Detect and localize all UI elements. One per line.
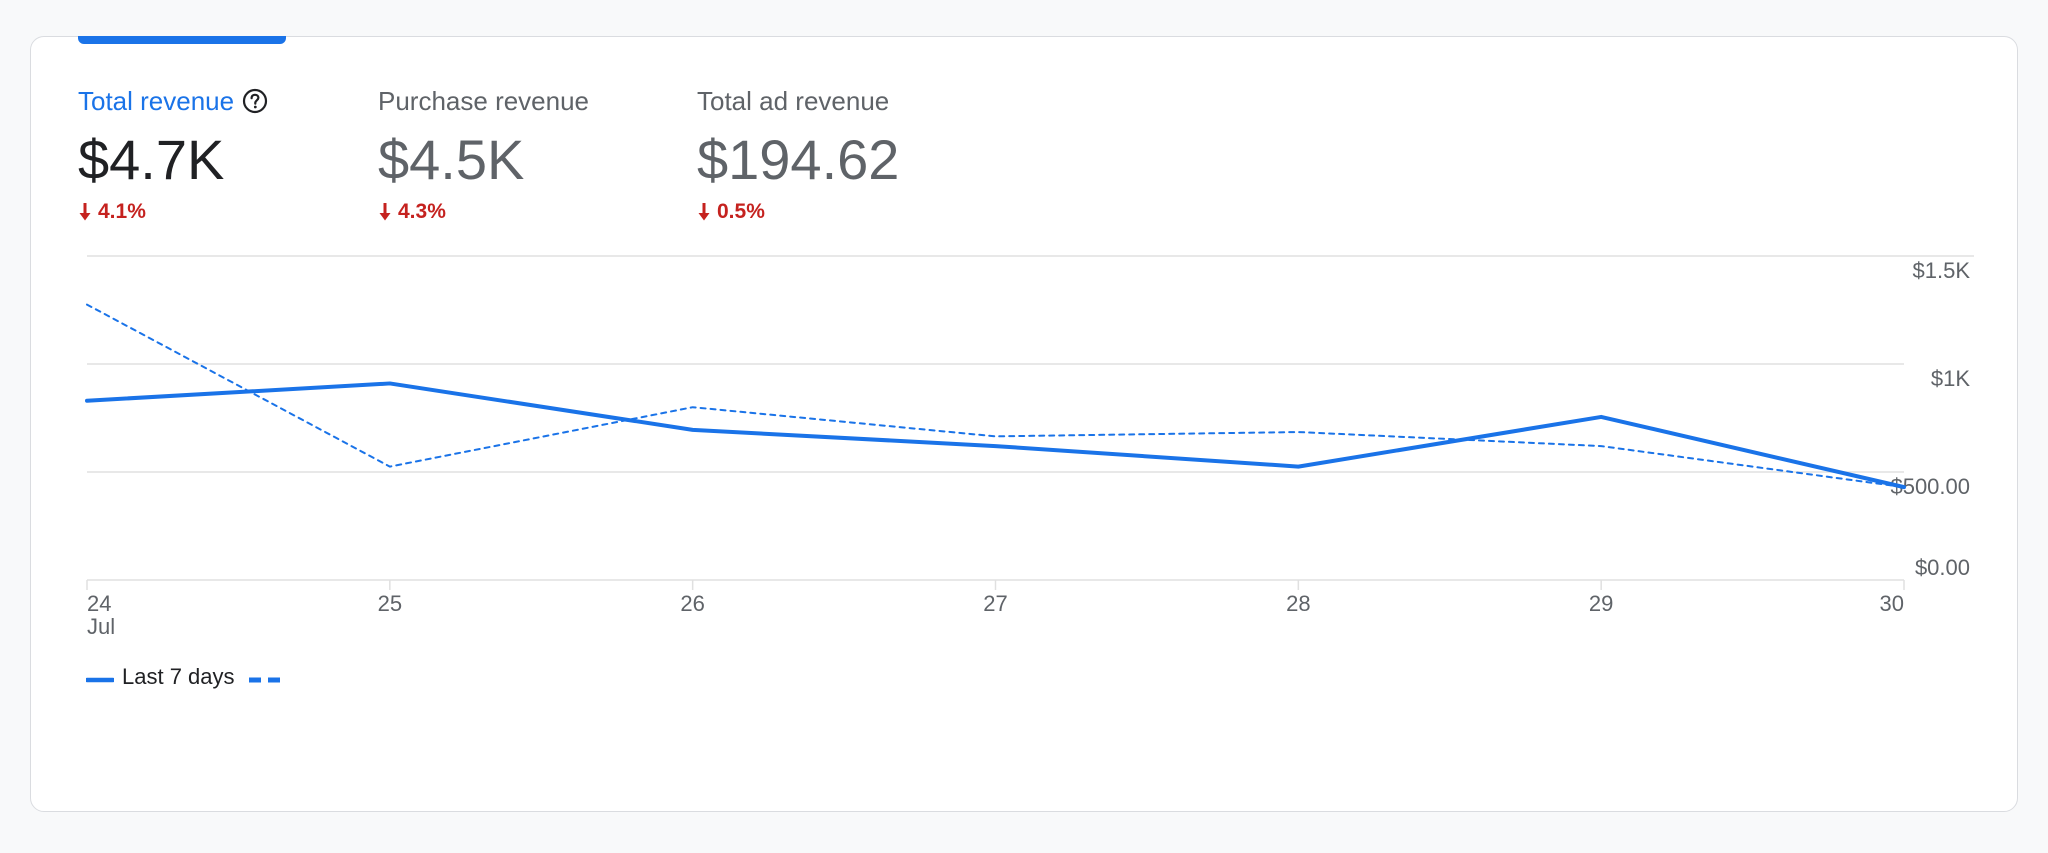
metric-value: $4.5K	[378, 128, 525, 191]
x-tick-label: 30	[1880, 591, 1904, 616]
arrow-down-icon	[697, 202, 711, 222]
metric-label-text: Total revenue	[78, 86, 235, 116]
x-tick-label: 29	[1589, 591, 1613, 616]
metric-change-value: 4.3%	[398, 200, 446, 223]
metric-total-ad-revenue[interactable]: Total ad revenue $194.62 0.5%	[697, 84, 899, 224]
x-tick-label: 27	[983, 591, 1007, 616]
revenue-card	[30, 36, 2018, 812]
metric-label: Purchase revenue	[378, 84, 589, 118]
x-tick-label: 28	[1286, 591, 1310, 616]
current-series-line	[85, 381, 1906, 490]
metric-total-revenue[interactable]: Total revenue $4.7K 4.1%	[78, 84, 268, 224]
y-tick-label: $1K	[1931, 366, 1970, 391]
metric-purchase-revenue[interactable]: Purchase revenue $4.5K 4.3%	[378, 84, 589, 224]
metric-label: Total revenue	[78, 84, 268, 118]
x-tick-label: 24	[87, 591, 111, 616]
arrow-down-icon	[78, 202, 92, 222]
arrow-down-icon	[378, 202, 392, 222]
comparison-series-line	[86, 303, 1905, 489]
legend-current-label: Last 7 days	[122, 664, 235, 689]
help-circle-icon[interactable]	[242, 88, 268, 114]
legend-solid-swatch	[84, 664, 116, 690]
metric-label-text: Purchase revenue	[378, 86, 590, 116]
metric-label-text: Total ad revenue	[697, 86, 890, 116]
x-tick-label: 25	[378, 591, 402, 616]
metric-change-value: 4.1%	[98, 200, 146, 223]
metric-change: 0.5%	[697, 200, 899, 224]
y-tick-label: $1.5K	[1913, 258, 1971, 283]
x-axis-month-label: Jul	[87, 614, 115, 639]
legend-dashed-swatch	[248, 664, 285, 690]
metric-value: $4.7K	[78, 128, 225, 191]
chart-legend: Last 7 days	[84, 664, 307, 690]
metric-change-value: 0.5%	[717, 200, 765, 223]
active-tab-indicator	[78, 36, 286, 44]
x-tick-label: 26	[680, 591, 704, 616]
metric-change: 4.1%	[78, 200, 268, 224]
metric-label: Total ad revenue	[697, 84, 899, 118]
metric-change: 4.3%	[378, 200, 589, 224]
y-tick-label: $0.00	[1915, 555, 1970, 580]
metric-value: $194.62	[697, 128, 900, 191]
